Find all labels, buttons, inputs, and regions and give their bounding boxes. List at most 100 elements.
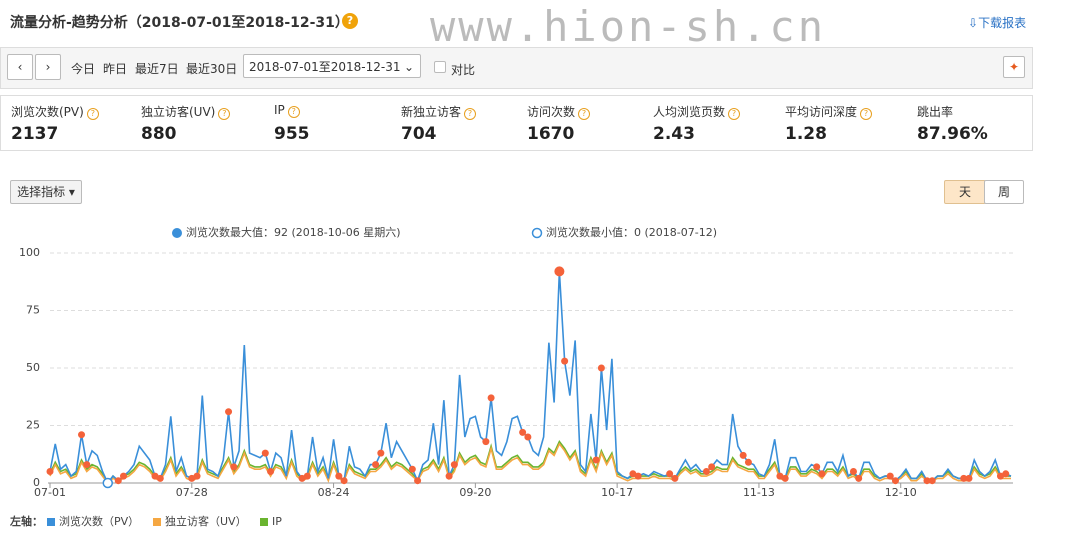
weekend-dot [708, 463, 715, 470]
prev-button[interactable]: ‹ [7, 54, 33, 80]
help-icon[interactable]: ? [342, 13, 358, 29]
legend-label: 浏览次数（PV） [59, 514, 139, 528]
metric-value: 1670 [527, 124, 574, 144]
legend-swatch [153, 518, 161, 526]
metric-label-text: 平均访问深度 [785, 105, 857, 119]
metric-value: 955 [274, 124, 310, 144]
legend-label: IP [272, 515, 282, 528]
x-tick-label: 07-28 [176, 486, 208, 499]
weekend-dot [157, 475, 164, 482]
weekend-dot [850, 468, 857, 475]
metric-value: 2137 [11, 124, 58, 144]
metric-label: 浏览次数(PV)? [11, 103, 99, 120]
metric-label-text: 独立访客(UV) [141, 105, 215, 119]
y-tick-label: 25 [26, 419, 40, 432]
metric-label: 访问次数? [527, 103, 590, 120]
x-tick-label: 09-20 [459, 486, 491, 499]
weekend-dot [593, 457, 600, 464]
toolbar: ‹ › 今日 昨日 最近7日 最近30日 2018-07-01至2018-12-… [0, 47, 1033, 89]
week-button[interactable]: 周 [984, 180, 1024, 204]
weekend-dot [524, 434, 531, 441]
weekend-dot [813, 463, 820, 470]
help-icon: ? [728, 108, 740, 120]
legend-label: 独立访客（UV） [165, 514, 247, 528]
date-select[interactable]: 2018-07-01至2018-12-31 ⌄ [243, 54, 421, 78]
next-button[interactable]: › [35, 54, 61, 80]
weekend-dot [194, 473, 201, 480]
weekend-dot [887, 473, 894, 480]
weekend-dot [740, 452, 747, 459]
weekend-dot [482, 438, 489, 445]
metric-value: 2.43 [653, 124, 695, 144]
date-range: 2018-07-01至2018-12-31 [249, 60, 400, 74]
y-tick-label: 100 [19, 246, 40, 259]
range-link[interactable]: 昨日 [103, 60, 127, 77]
select-metrics[interactable]: 选择指标 ▾ [10, 180, 82, 204]
range-link[interactable]: 最近30日 [186, 60, 237, 77]
select-text: 选择指标 [17, 185, 65, 199]
weekend-dot [335, 473, 342, 480]
min-marker [103, 479, 112, 488]
y-tick-label: 50 [26, 361, 40, 374]
weekend-dot [341, 477, 348, 484]
weekend-dot [451, 461, 458, 468]
max-marker [554, 266, 564, 276]
download-text[interactable]: 下载报表 [978, 16, 1026, 30]
pin-button[interactable]: ✦ [1003, 56, 1025, 78]
min-legend-icon [533, 229, 542, 238]
weekend-dot [703, 468, 710, 475]
weekend-dot [965, 475, 972, 482]
weekend-dot [1002, 470, 1009, 477]
x-tick-label: 11-13 [743, 486, 775, 499]
metric-label: 平均访问深度? [785, 103, 872, 120]
weekend-dot [855, 475, 862, 482]
range-link[interactable]: 最近7日 [135, 60, 179, 77]
max-annotation: 浏览次数最大值：92 (2018-10-06 星期六) [186, 225, 401, 239]
weekend-dot [598, 365, 605, 372]
weekend-dot [409, 466, 416, 473]
metric-label-text: 浏览次数(PV) [11, 105, 84, 119]
help-icon: ? [578, 108, 590, 120]
help-icon: ? [218, 108, 230, 120]
metric-label: 跳出率 [917, 103, 953, 120]
metric-label-text: 新独立访客 [401, 105, 461, 119]
metrics-panel: 浏览次数(PV)? 2137 独立访客(UV)? 880 IP? 955 新独立访客? 704… [0, 95, 1033, 151]
metric-label: 新独立访客? [401, 103, 476, 120]
help-icon: ? [860, 108, 872, 120]
weekend-dot [304, 473, 311, 480]
watermark: www.hion-sh.cn [430, 2, 826, 51]
day-button[interactable]: 天 [944, 180, 986, 204]
legend-swatch [260, 518, 268, 526]
help-icon: ? [87, 108, 99, 120]
min-annotation: 浏览次数最小值：0 (2018-07-12) [546, 225, 717, 239]
weekend-dot [414, 477, 421, 484]
metric-label-text: IP [274, 103, 285, 117]
series-line [50, 271, 1011, 483]
metric-value: 87.96% [917, 124, 988, 144]
chart: 025507510007-0107-2808-2409-2010-1711-13… [0, 220, 1067, 546]
dropdown-arrow: ⌄ [404, 55, 414, 79]
max-legend-icon [172, 228, 182, 238]
weekend-dot [83, 461, 90, 468]
download-link[interactable]: ⇩下载报表 [968, 14, 1026, 31]
page-title: 流量分析-趋势分析（2018-07-01至2018-12-31） [10, 12, 349, 32]
weekend-dot [372, 461, 379, 468]
weekend-dot [782, 475, 789, 482]
weekend-dot [47, 468, 54, 475]
weekend-dot [671, 475, 678, 482]
weekend-dot [818, 470, 825, 477]
legend-title: 左轴： [9, 514, 43, 528]
metric-value: 880 [141, 124, 177, 144]
metric-value: 704 [401, 124, 437, 144]
weekend-dot [666, 470, 673, 477]
weekend-dot [635, 473, 642, 480]
weekend-dot [892, 477, 899, 484]
help-icon: ? [288, 106, 300, 118]
x-tick-label: 07-01 [34, 486, 66, 499]
x-tick-label: 10-17 [601, 486, 633, 499]
weekend-dot [519, 429, 526, 436]
weekend-dot [115, 477, 122, 484]
compare-checkbox[interactable] [434, 61, 446, 73]
weekend-dot [561, 358, 568, 365]
range-link[interactable]: 今日 [71, 60, 95, 77]
